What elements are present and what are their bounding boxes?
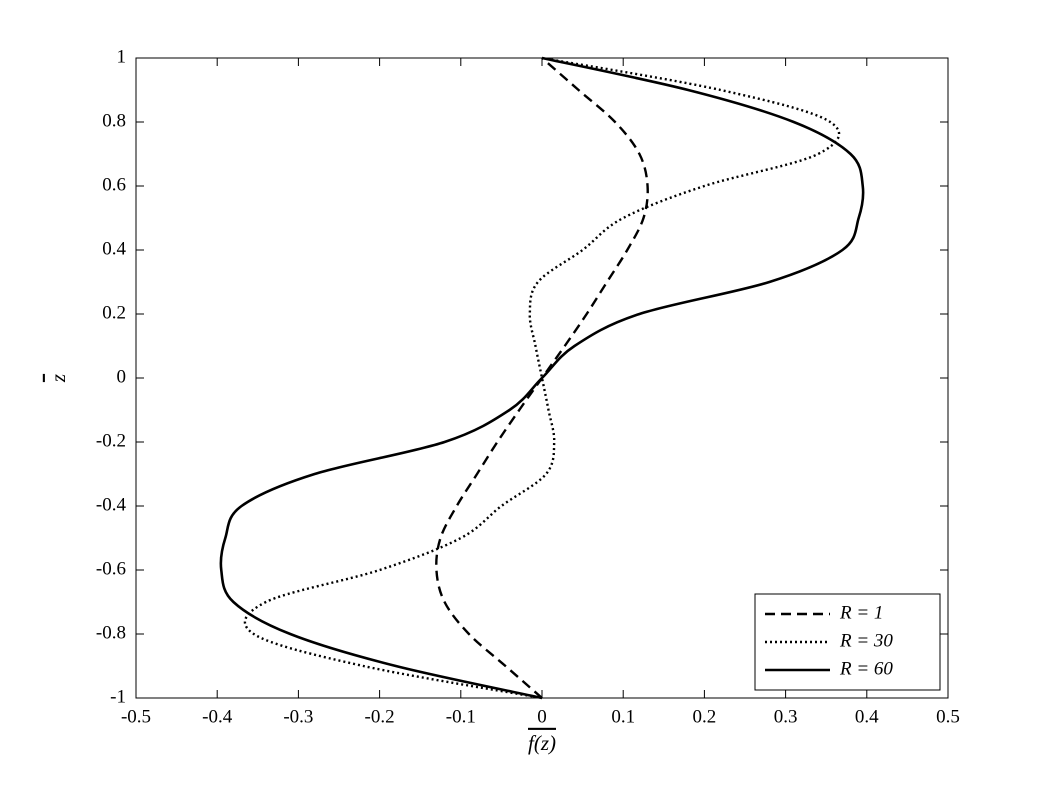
y-tick-label: 1: [117, 46, 127, 67]
series-line: [243, 56, 841, 700]
y-tick-label: 0: [117, 366, 127, 387]
y-tick-label: 0.4: [102, 238, 126, 259]
x-tick-label: -0.3: [283, 706, 313, 727]
y-tick-label: -1: [110, 686, 126, 707]
y-tick-label: -0.8: [96, 622, 126, 643]
y-axis-label: z: [46, 374, 70, 383]
x-tick-label: -0.4: [202, 706, 233, 727]
y-tick-label: -0.4: [96, 494, 127, 515]
y-tick-label: 0.6: [102, 174, 126, 195]
x-tick-label: 0.2: [693, 706, 717, 727]
x-tick-label: -0.5: [121, 706, 151, 727]
x-tick-label: 0.4: [855, 706, 879, 727]
legend-label: R = 1: [839, 602, 883, 623]
y-tick-label: 0.8: [102, 110, 126, 131]
y-tick-label: -0.2: [96, 430, 126, 451]
legend-label: R = 60: [839, 658, 893, 679]
x-tick-label: 0: [537, 706, 547, 727]
x-tick-label: 0.1: [611, 706, 635, 727]
series-line: [219, 56, 865, 700]
y-tick-label: -0.6: [96, 558, 126, 579]
x-axis-label: f(z): [528, 731, 556, 755]
legend-label: R = 30: [839, 630, 893, 651]
x-tick-label: -0.1: [446, 706, 476, 727]
x-tick-label: -0.2: [365, 706, 395, 727]
x-tick-label: 0.3: [774, 706, 798, 727]
x-tick-label: 0.5: [936, 706, 960, 727]
y-tick-label: 0.2: [102, 302, 126, 323]
